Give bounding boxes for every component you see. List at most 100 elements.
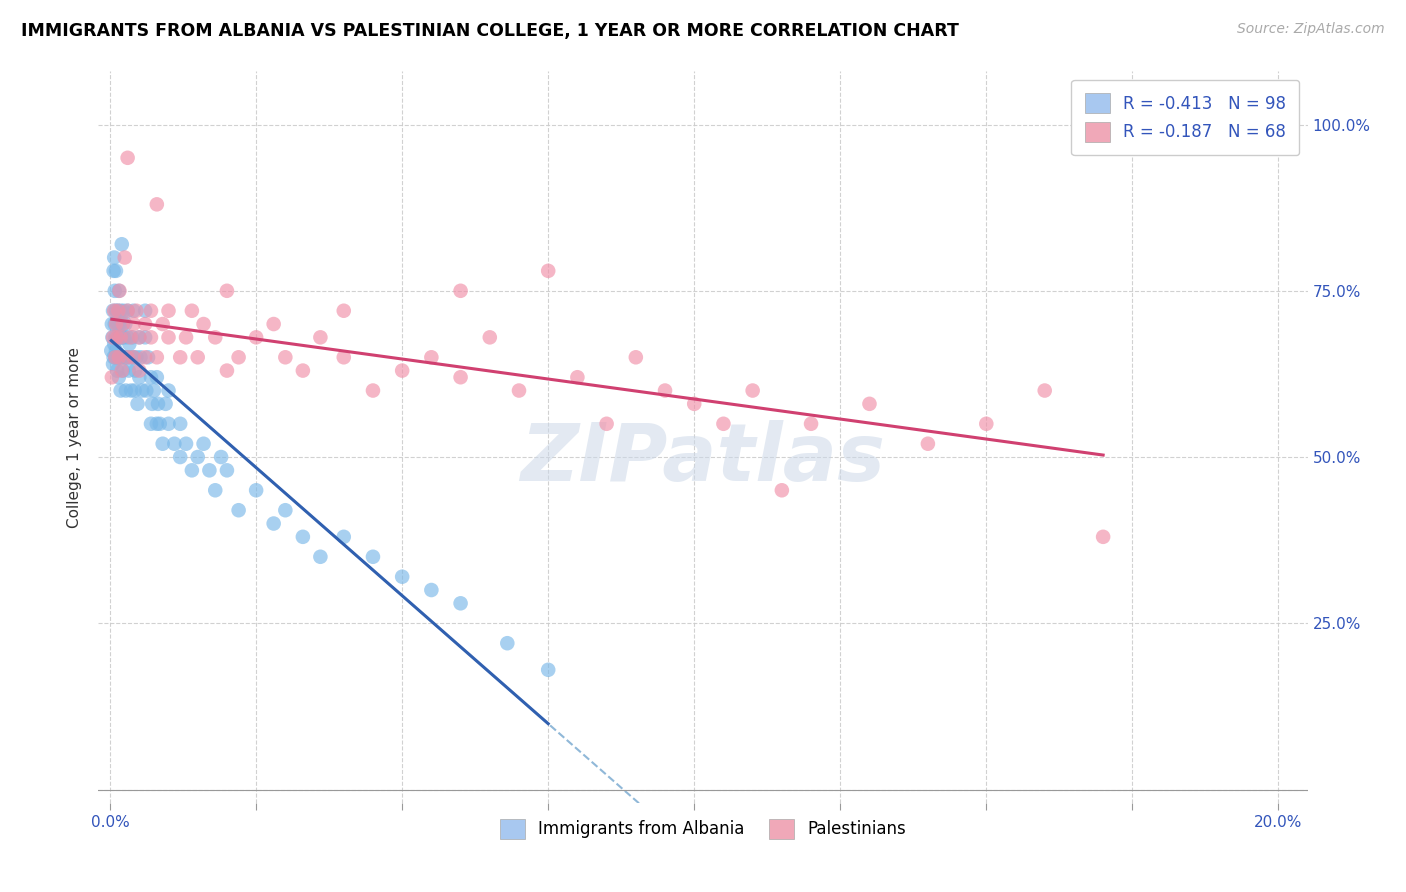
Point — [624, 351, 647, 365]
Point — [215, 363, 238, 377]
Point — [104, 351, 127, 365]
Point — [101, 317, 124, 331]
Point — [187, 450, 209, 464]
Point — [105, 363, 128, 377]
Point — [117, 330, 139, 344]
Point — [122, 317, 145, 331]
Y-axis label: College, 1 year or more: College, 1 year or more — [67, 347, 83, 527]
Point — [654, 384, 676, 398]
Point — [361, 549, 384, 564]
Point — [139, 330, 162, 344]
Point — [263, 317, 285, 331]
Point — [193, 317, 215, 331]
Point — [595, 417, 617, 431]
Point — [120, 330, 142, 344]
Point — [108, 284, 131, 298]
Point — [114, 251, 136, 265]
Legend: Immigrants from Albania, Palestinians: Immigrants from Albania, Palestinians — [494, 812, 912, 846]
Point — [274, 503, 297, 517]
Point — [101, 330, 124, 344]
Point — [245, 330, 267, 344]
Point — [263, 516, 285, 531]
Point — [180, 303, 202, 318]
Point — [134, 303, 156, 318]
Point — [118, 337, 141, 351]
Point — [122, 351, 145, 365]
Point — [103, 337, 125, 351]
Point — [146, 417, 169, 431]
Point — [228, 351, 250, 365]
Point — [204, 483, 226, 498]
Point — [104, 264, 127, 278]
Point — [567, 370, 589, 384]
Point — [157, 303, 180, 318]
Point — [537, 663, 560, 677]
Point — [110, 330, 132, 344]
Point — [198, 463, 221, 477]
Point — [770, 483, 793, 498]
Point — [120, 351, 142, 365]
Point — [128, 370, 150, 384]
Point — [155, 397, 177, 411]
Point — [139, 303, 162, 318]
Point — [114, 351, 136, 365]
Point — [122, 303, 145, 318]
Point — [741, 384, 763, 398]
Point — [103, 303, 125, 318]
Point — [146, 351, 169, 365]
Point — [112, 303, 135, 318]
Point — [115, 351, 138, 365]
Point — [104, 317, 127, 331]
Point — [104, 317, 127, 331]
Point — [974, 417, 997, 431]
Point — [800, 417, 823, 431]
Point — [101, 370, 124, 384]
Point — [124, 363, 146, 377]
Text: ZIPatlas: ZIPatlas — [520, 420, 886, 498]
Point — [149, 417, 172, 431]
Point — [174, 436, 197, 450]
Point — [291, 530, 314, 544]
Point — [104, 284, 127, 298]
Point — [163, 436, 186, 450]
Text: Source: ZipAtlas.com: Source: ZipAtlas.com — [1237, 22, 1385, 37]
Point — [108, 370, 131, 384]
Point — [125, 303, 148, 318]
Point — [107, 317, 129, 331]
Point — [111, 317, 134, 331]
Point — [108, 351, 131, 365]
Point — [683, 397, 706, 411]
Point — [450, 596, 472, 610]
Point — [103, 251, 125, 265]
Point — [274, 351, 297, 365]
Point — [104, 343, 127, 358]
Point — [204, 330, 226, 344]
Point — [450, 370, 472, 384]
Point — [101, 357, 124, 371]
Point — [157, 384, 180, 398]
Point — [117, 303, 139, 318]
Point — [496, 636, 519, 650]
Point — [134, 330, 156, 344]
Point — [134, 317, 156, 331]
Point — [146, 197, 169, 211]
Point — [157, 417, 180, 431]
Point — [111, 317, 134, 331]
Point — [858, 397, 880, 411]
Point — [104, 330, 127, 344]
Point — [107, 330, 129, 344]
Point — [134, 351, 156, 365]
Point — [111, 330, 134, 344]
Point — [112, 330, 135, 344]
Text: IMMIGRANTS FROM ALBANIA VS PALESTINIAN COLLEGE, 1 YEAR OR MORE CORRELATION CHART: IMMIGRANTS FROM ALBANIA VS PALESTINIAN C… — [21, 22, 959, 40]
Point — [115, 384, 138, 398]
Point — [111, 351, 134, 365]
Point — [117, 351, 139, 365]
Point — [103, 264, 125, 278]
Point — [101, 330, 124, 344]
Point — [105, 330, 128, 344]
Point — [111, 237, 134, 252]
Point — [127, 397, 149, 411]
Point — [332, 530, 354, 544]
Point — [215, 284, 238, 298]
